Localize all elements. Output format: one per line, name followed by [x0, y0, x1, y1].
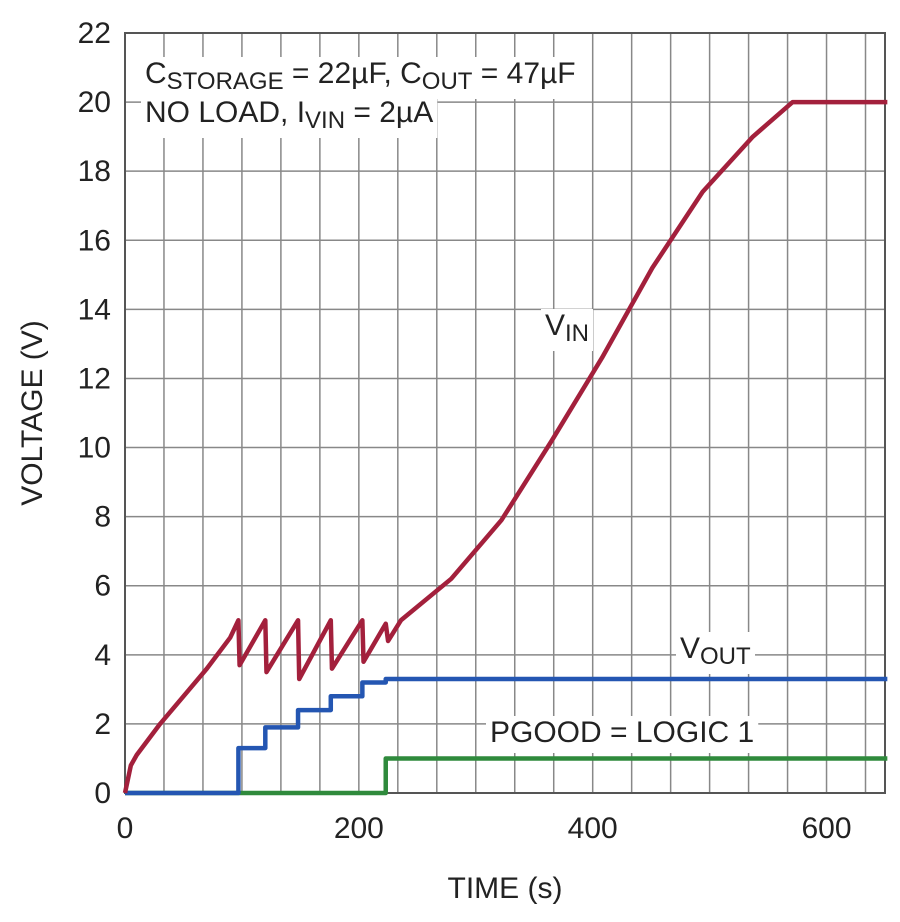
x-tick-label: 400 [568, 812, 618, 845]
y-tick-label: 4 [94, 639, 111, 672]
y-tick-label: 14 [78, 293, 111, 326]
annotation-part: STORAGE [167, 68, 284, 95]
annotation-background [141, 57, 580, 99]
annotation: VOUT [680, 632, 751, 670]
annotation-part: = 22µF, C [284, 57, 422, 90]
x-tick-label: 0 [117, 812, 134, 845]
y-tick-label: 20 [78, 86, 111, 119]
y-tick-label: 8 [94, 501, 111, 534]
annotation-part: OUT [422, 68, 473, 95]
annotation-background [541, 309, 594, 351]
annotation-part: = 2µA [345, 96, 433, 129]
x-axis-label: TIME (s) [448, 872, 563, 905]
y-tick-label: 2 [94, 708, 111, 741]
y-axis-label: VOLTAGE (V) [16, 320, 49, 506]
annotation-part: PGOOD = LOGIC 1 [490, 716, 754, 749]
y-tick-label: 16 [78, 224, 111, 257]
annotation-background [486, 716, 759, 753]
y-tick-label: 12 [78, 362, 111, 395]
line-series [125, 756, 888, 796]
y-tick-label: 10 [78, 432, 111, 465]
annotation-part: NO LOAD, I [145, 96, 305, 129]
annotation: CSTORAGE = 22µF, COUT = 47µF [145, 57, 576, 95]
annotation-part: IN [565, 320, 589, 347]
x-tick-label: 600 [802, 812, 852, 845]
annotation: VIN [545, 309, 589, 347]
annotation-part: OUT [700, 643, 751, 670]
y-tick-label: 6 [94, 570, 111, 603]
annotation-part: = 47µF [472, 57, 575, 90]
annotation-background [676, 632, 756, 674]
annotation: PGOOD = LOGIC 1 [490, 716, 754, 749]
annotation-part: VIN [305, 107, 345, 134]
y-tick-label: 18 [78, 155, 111, 188]
annotation: NO LOAD, IVIN = 2µA [145, 96, 433, 134]
annotation-background [141, 96, 438, 138]
annotation-part: V [545, 309, 565, 342]
x-tick-label: 200 [334, 812, 384, 845]
y-tick-label: 22 [78, 17, 111, 50]
plot-frame [124, 32, 886, 794]
line-series [122, 99, 888, 794]
annotation-part: C [145, 57, 167, 90]
y-tick-label: 0 [94, 777, 111, 810]
line-series [125, 676, 888, 796]
annotation-part: V [680, 632, 700, 665]
